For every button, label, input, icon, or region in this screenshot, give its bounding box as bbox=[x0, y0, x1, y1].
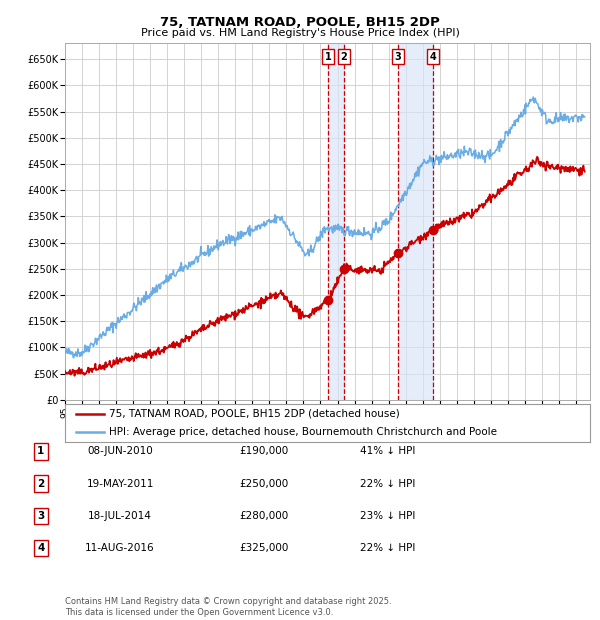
Text: 1: 1 bbox=[37, 446, 44, 456]
Text: 2: 2 bbox=[37, 479, 44, 489]
Text: £250,000: £250,000 bbox=[239, 479, 289, 489]
Text: 18-JUL-2014: 18-JUL-2014 bbox=[88, 511, 152, 521]
Text: 22% ↓ HPI: 22% ↓ HPI bbox=[360, 543, 415, 553]
Bar bbox=[398, 43, 433, 400]
Text: Contains HM Land Registry data © Crown copyright and database right 2025.
This d: Contains HM Land Registry data © Crown c… bbox=[65, 598, 391, 617]
Text: 3: 3 bbox=[37, 511, 44, 521]
Text: 3: 3 bbox=[394, 51, 401, 61]
Text: HPI: Average price, detached house, Bournemouth Christchurch and Poole: HPI: Average price, detached house, Bour… bbox=[109, 427, 497, 438]
Text: 1: 1 bbox=[325, 51, 331, 61]
Text: £325,000: £325,000 bbox=[239, 543, 289, 553]
Text: 22% ↓ HPI: 22% ↓ HPI bbox=[360, 479, 415, 489]
Text: 75, TATNAM ROAD, POOLE, BH15 2DP (detached house): 75, TATNAM ROAD, POOLE, BH15 2DP (detach… bbox=[109, 409, 400, 419]
Text: Price paid vs. HM Land Registry's House Price Index (HPI): Price paid vs. HM Land Registry's House … bbox=[140, 28, 460, 38]
Text: £280,000: £280,000 bbox=[239, 511, 289, 521]
Text: 19-MAY-2011: 19-MAY-2011 bbox=[86, 479, 154, 489]
Bar bbox=[328, 43, 344, 400]
Text: 08-JUN-2010: 08-JUN-2010 bbox=[87, 446, 153, 456]
Text: 4: 4 bbox=[430, 51, 437, 61]
Text: £190,000: £190,000 bbox=[239, 446, 289, 456]
Text: 4: 4 bbox=[37, 543, 44, 553]
Text: 75, TATNAM ROAD, POOLE, BH15 2DP: 75, TATNAM ROAD, POOLE, BH15 2DP bbox=[160, 16, 440, 29]
Text: 41% ↓ HPI: 41% ↓ HPI bbox=[360, 446, 415, 456]
Text: 2: 2 bbox=[341, 51, 347, 61]
Text: 23% ↓ HPI: 23% ↓ HPI bbox=[360, 511, 415, 521]
Text: 11-AUG-2016: 11-AUG-2016 bbox=[85, 543, 155, 553]
